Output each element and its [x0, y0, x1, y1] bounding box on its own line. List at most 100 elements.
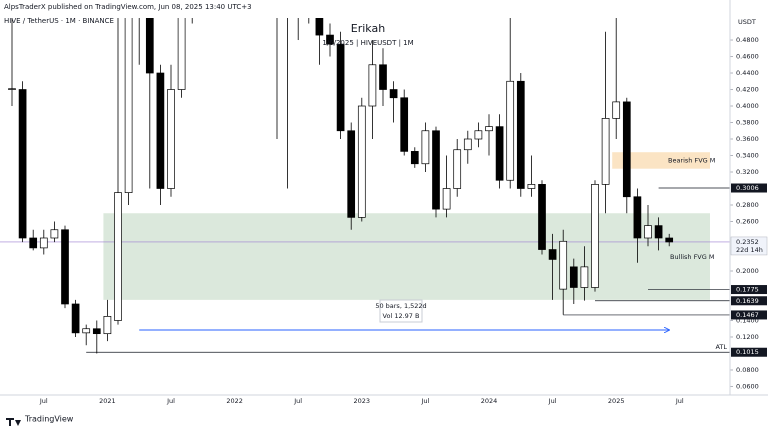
y-tick-label: 0.1400: [736, 316, 759, 324]
y-tick-label: 0.2000: [736, 267, 759, 275]
candle-body: [167, 89, 175, 189]
candle-body: [305, 0, 312, 7]
candle-body: [432, 130, 440, 210]
candle-body: [463, 138, 472, 151]
measure-volume: Vol 12.97 B: [383, 312, 420, 320]
candle-body: [569, 266, 578, 288]
candle-body: [601, 118, 610, 185]
fvg-zone: [103, 213, 710, 300]
measure-bars: 50 bars, 1,522d: [375, 302, 426, 310]
y-tick-label: 0.4600: [736, 53, 759, 61]
level-label: 0.3006: [736, 184, 759, 192]
candle-body: [295, 0, 302, 7]
y-tick-label: 0.4200: [736, 86, 759, 94]
candle-body: [114, 192, 122, 321]
candle-body: [485, 126, 493, 132]
candle-body: [421, 130, 430, 165]
y-tick-label: 0.1200: [736, 333, 759, 341]
candle-body: [442, 188, 451, 210]
candle-body: [379, 64, 387, 90]
candle-body: [410, 151, 419, 165]
y-tick-label: 0.0800: [736, 366, 759, 374]
candle-body: [538, 184, 546, 250]
level-tag: [731, 183, 767, 193]
published: AlpsTraderX published on TradingView.com…: [4, 3, 252, 11]
candle-body: [548, 249, 557, 260]
level-tag: [731, 347, 767, 357]
x-tick-label: Jul: [548, 397, 557, 405]
zone-label: Bearish FVG M: [668, 156, 715, 164]
candle-body: [71, 303, 80, 334]
candle-body: [622, 101, 631, 198]
candle-body: [39, 237, 48, 249]
candle-body: [506, 80, 515, 181]
x-tick-label: 2024: [481, 397, 498, 405]
candle-body: [665, 237, 674, 243]
candle-body: [527, 184, 536, 189]
level-tag: [731, 285, 767, 295]
candle-body: [580, 266, 589, 288]
level-tag: [731, 310, 767, 320]
level-tag: [731, 296, 767, 306]
y-tick-label: 0.3400: [736, 152, 759, 160]
symbol: HIVE / TetherUS · 1M · BINANCE: [4, 17, 114, 25]
candle-body: [61, 229, 69, 305]
x-tick-label: 2023: [354, 397, 371, 405]
candle-body: [400, 97, 409, 152]
y-tick-label: 0.3600: [736, 135, 759, 143]
level-label: 0.1639: [736, 297, 759, 305]
candle-body: [177, 18, 186, 90]
price-tag-label: 0.2352: [736, 238, 759, 246]
y-axis-label: USDT: [738, 18, 756, 26]
fvg-zone: [612, 152, 710, 169]
candle-body: [368, 64, 377, 107]
level-note: ATL: [715, 343, 727, 351]
candle-body: [389, 89, 398, 99]
chart-title: Erikah: [351, 22, 385, 35]
brand: TradingView: [24, 415, 74, 424]
candle-body: [474, 130, 483, 140]
level-label: 0.1775: [736, 286, 759, 294]
candle-body: [8, 88, 16, 90]
candle-body: [92, 328, 101, 335]
y-tick-label: 0.2800: [736, 201, 759, 209]
chart-subtitle: 1/6/2025 | HIVEUSDT | 1M: [322, 39, 413, 47]
zone-label: Bullish FVG M: [670, 253, 714, 261]
x-tick-label: Jul: [420, 397, 429, 405]
x-tick-label: 2022: [226, 397, 243, 405]
candle-body: [516, 80, 525, 189]
y-tick-label: 0.2600: [736, 217, 759, 225]
y-tick-label: 0.3200: [736, 168, 759, 176]
candle-body: [336, 43, 345, 132]
candle-body: [654, 225, 663, 239]
x-tick-label: Jul: [293, 397, 302, 405]
countdown: 22d 14h: [736, 246, 763, 254]
candle-body: [29, 237, 38, 249]
candle-body: [156, 72, 165, 189]
candle-body: [50, 229, 59, 239]
candle-body: [495, 126, 504, 181]
x-tick-label: Jul: [675, 397, 684, 405]
brand-logo: [6, 418, 21, 426]
candle-body: [559, 240, 568, 290]
candle-body: [124, 18, 133, 193]
y-tick-label: 0.4400: [736, 69, 759, 77]
level-label: 0.1015: [736, 348, 759, 356]
level-label: 0.1467: [736, 311, 759, 319]
candle-body: [284, 0, 291, 7]
y-tick-label: 0.0600: [736, 382, 759, 390]
y-tick-label: 0.4000: [736, 102, 759, 110]
candle-body: [326, 34, 334, 45]
candle-body: [612, 101, 621, 119]
measure-box: [379, 299, 423, 323]
candle-body: [315, 18, 324, 36]
candle-body: [453, 149, 462, 189]
candle-body: [82, 328, 91, 334]
candle-body: [591, 184, 599, 288]
candle-body: [644, 225, 652, 239]
x-tick-label: 2025: [608, 397, 625, 405]
candle-body: [357, 105, 366, 218]
candle-body: [347, 130, 356, 218]
candle-body: [18, 89, 27, 239]
